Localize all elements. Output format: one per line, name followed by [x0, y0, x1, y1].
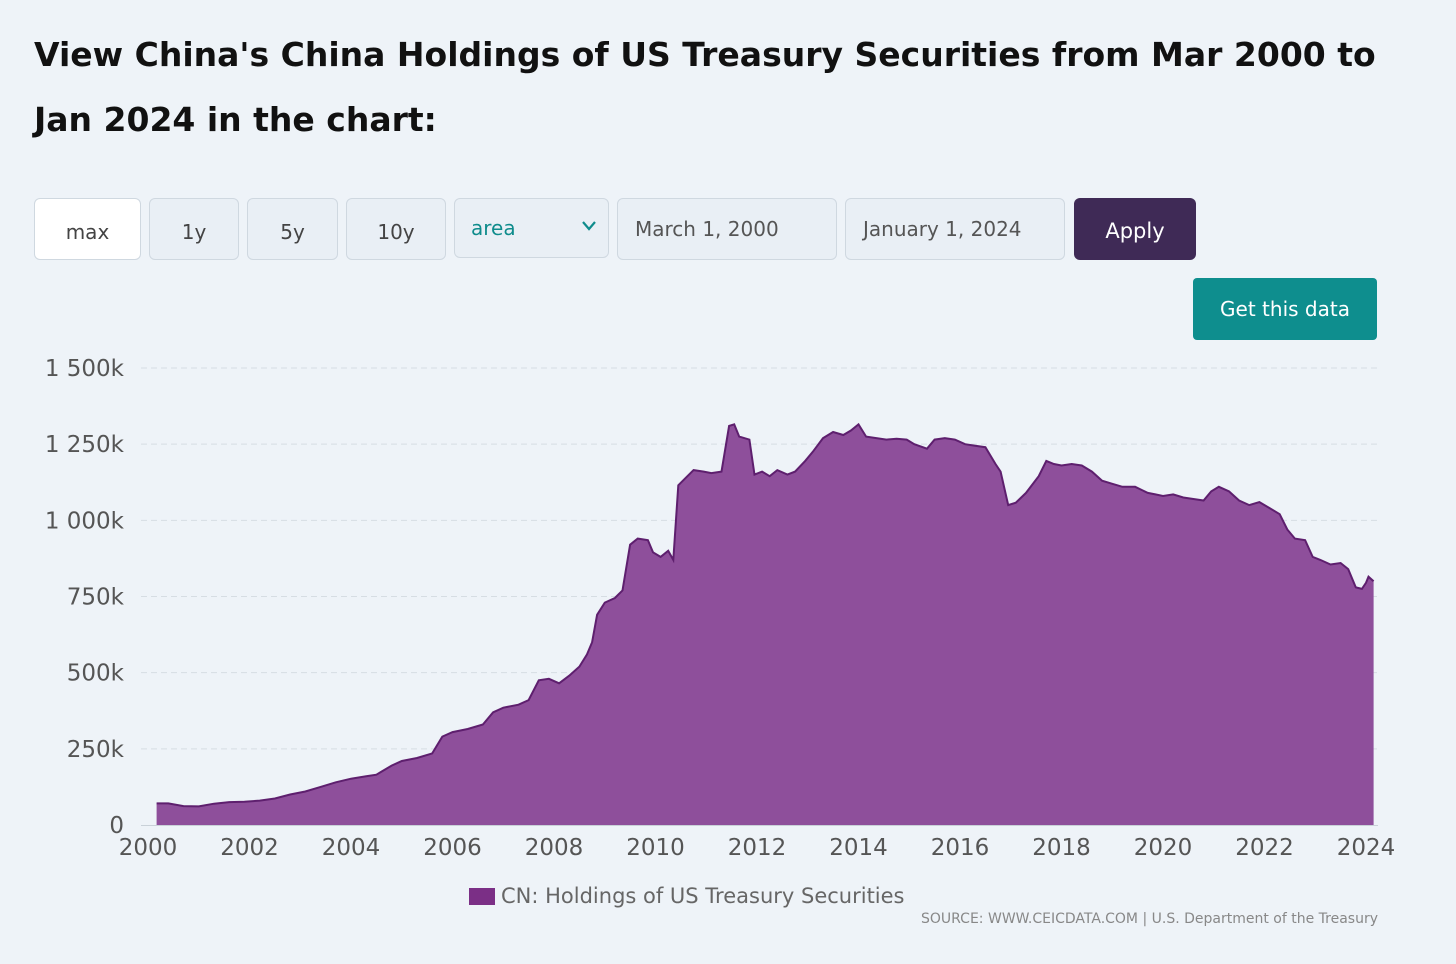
y-tick-label: 500k: [67, 661, 125, 687]
chart-type-value: area: [471, 216, 516, 240]
x-tick-label: 2006: [423, 835, 482, 861]
page-title: View China's China Holdings of US Treasu…: [34, 35, 1376, 139]
x-tick-label: 2004: [322, 835, 381, 861]
x-tick-label: 2014: [829, 835, 888, 861]
legend-swatch: [469, 887, 495, 905]
y-axis-ticks: 0 250k 500k 750k 1 000k 1 250k 1 500k: [45, 356, 125, 839]
source-note: SOURCE: WWW.CEICDATA.COM | U.S. Departme…: [921, 911, 1378, 927]
range-5y-button[interactable]: 5y: [247, 198, 338, 260]
y-tick-label: 250k: [67, 737, 125, 763]
series-area: [156, 424, 1374, 825]
range-max-button[interactable]: max: [34, 198, 141, 260]
apply-button[interactable]: Apply: [1074, 198, 1196, 260]
legend-label: CN: Holdings of US Treasury Securities: [501, 884, 905, 908]
x-tick-label: 2002: [220, 835, 279, 861]
x-axis-ticks: 2000 2002 2004 2006 2008 2010 2012 2014 2016 2018…: [119, 835, 1396, 861]
x-tick-label: 2012: [728, 835, 787, 861]
x-tick-label: 2008: [525, 835, 584, 861]
area-chart: 0 250k 500k 750k 1 000k 1 250k 1 500k 2000 2002…: [45, 356, 1396, 861]
end-date-field[interactable]: January 1, 2024: [845, 198, 1065, 260]
chevron-down-icon: [582, 221, 596, 231]
start-date-value: March 1, 2000: [635, 217, 779, 241]
start-date-field[interactable]: March 1, 2000: [617, 198, 837, 260]
range-1y-button[interactable]: 1y: [149, 198, 239, 260]
end-date-value: January 1, 2024: [863, 217, 1022, 241]
series-line: [156, 422, 1375, 808]
x-tick-label: 2024: [1337, 835, 1396, 861]
y-tick-label: 750k: [67, 585, 125, 611]
x-tick-label: 2018: [1032, 835, 1091, 861]
range-10y-button[interactable]: 10y: [346, 198, 446, 260]
chart-type-select[interactable]: area: [454, 198, 609, 258]
y-tick-label: 1 000k: [45, 508, 125, 534]
chart-area-layer: [141, 422, 1378, 826]
y-tick-label: 1 250k: [45, 432, 125, 458]
get-this-data-button[interactable]: Get this data: [1193, 278, 1377, 340]
y-tick-label: 1 500k: [45, 356, 125, 382]
y-tick-label: 0: [109, 813, 124, 839]
x-tick-label: 2010: [626, 835, 685, 861]
x-tick-label: 2000: [119, 835, 178, 861]
chart-legend[interactable]: CN: Holdings of US Treasury Securities: [469, 884, 905, 908]
x-tick-label: 2022: [1235, 835, 1294, 861]
x-tick-label: 2016: [931, 835, 990, 861]
x-tick-label: 2020: [1134, 835, 1193, 861]
